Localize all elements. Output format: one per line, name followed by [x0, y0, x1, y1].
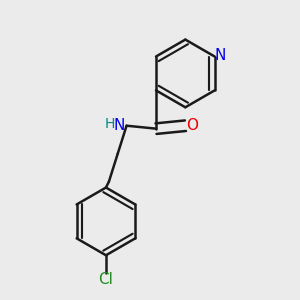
Text: N: N [114, 118, 125, 133]
Text: Cl: Cl [98, 272, 113, 287]
Text: H: H [105, 117, 116, 131]
Text: N: N [214, 47, 226, 62]
Text: O: O [186, 118, 198, 133]
